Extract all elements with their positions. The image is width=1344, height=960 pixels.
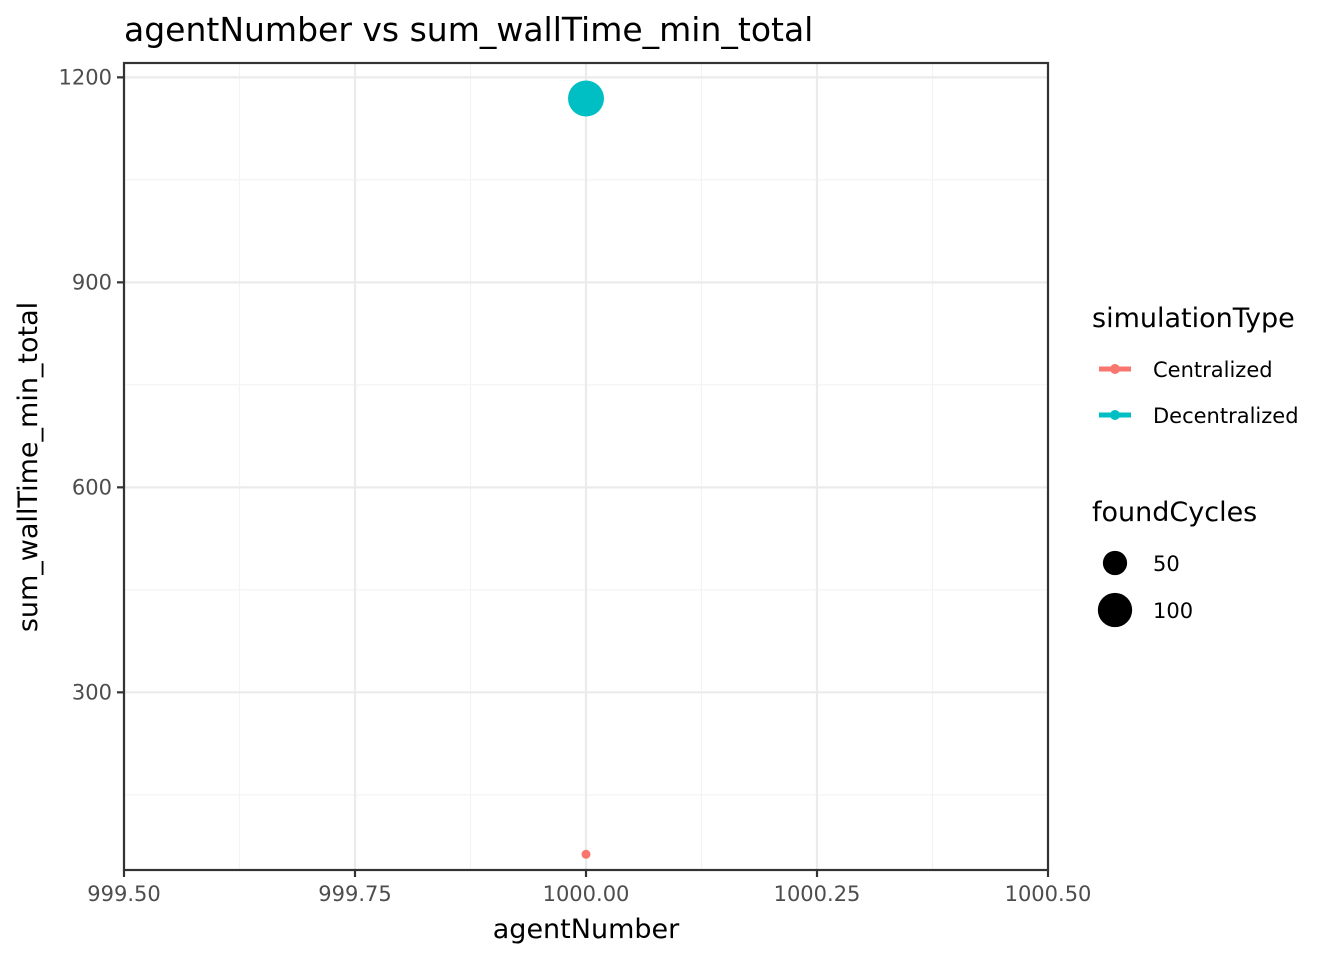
y-tick-label: 1200: [59, 65, 112, 89]
y-tick-label: 600: [72, 475, 112, 499]
legend-label: 100: [1153, 599, 1193, 623]
x-tick-label: 999.50: [87, 882, 160, 906]
size-legend-key: [1097, 592, 1133, 628]
legend-label: Centralized: [1153, 358, 1273, 382]
legend-label: 50: [1153, 552, 1180, 576]
size-legend-title: foundCycles: [1092, 497, 1257, 528]
legend-key-point: [1110, 410, 1120, 420]
legend-key-point: [1110, 364, 1120, 374]
data-point: [581, 849, 591, 859]
legend-label: Decentralized: [1153, 404, 1299, 428]
size-legend-key: [1102, 550, 1128, 576]
y-tick-label: 900: [72, 270, 112, 294]
axes: 999.50 999.75 1000.00 1000.25 1000.50 300 600 9…: [59, 65, 1092, 906]
y-tick-label: 300: [72, 680, 112, 704]
data-points: [568, 80, 604, 859]
grid: [122, 63, 1050, 870]
legend: simulationType Centralized Decentralized fo…: [1092, 303, 1299, 628]
chart-title: agentNumber vs sum_wallTime_min_total: [124, 10, 813, 49]
x-tick-label: 1000.00: [543, 882, 630, 906]
x-tick-label: 1000.50: [1005, 882, 1092, 906]
y-axis-title: sum_wallTime_min_total: [13, 302, 44, 632]
x-tick-label: 999.75: [318, 882, 391, 906]
x-axis-title: agentNumber: [493, 914, 680, 945]
color-legend-title: simulationType: [1092, 303, 1295, 334]
x-tick-label: 1000.25: [774, 882, 861, 906]
data-point: [568, 80, 604, 117]
